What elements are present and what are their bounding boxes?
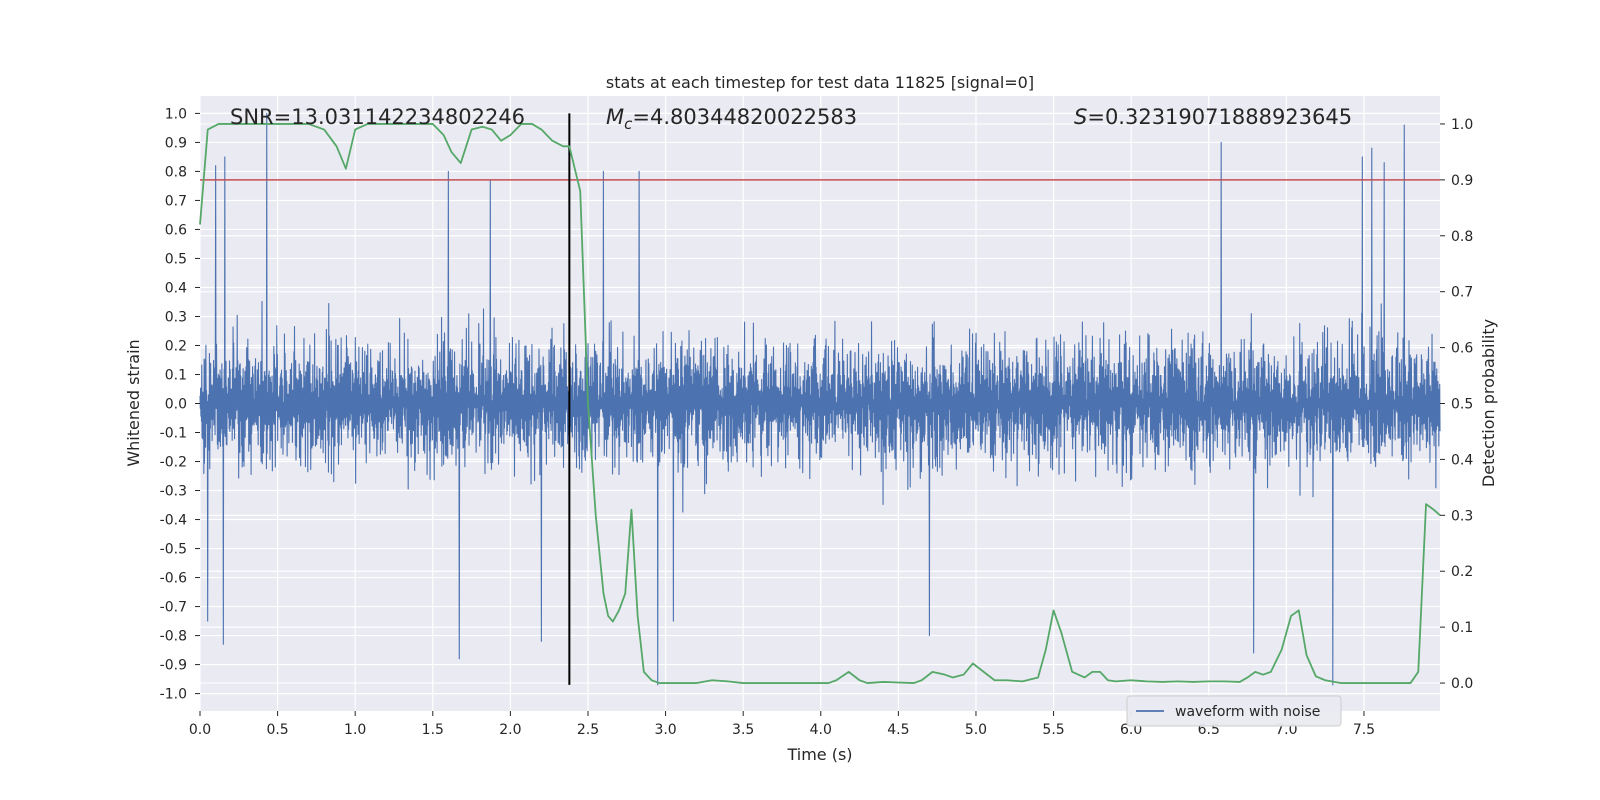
- x-tick-label: 7.5: [1353, 722, 1375, 738]
- y-right-tick-label: 1.0: [1451, 117, 1473, 133]
- y-right-tick-label: 0.7: [1451, 285, 1473, 301]
- x-tick-label: 5.0: [965, 722, 987, 738]
- x-tick-label: 1.0: [344, 722, 366, 738]
- y-right-tick-label: 0.1: [1451, 620, 1473, 636]
- y-left-tick-label: 1.0: [165, 106, 187, 122]
- axes: 0.0 0.5 1.0 1.5 2.0 2.5 3.0 3.5 4.0 4.5 5.0 5.5 6.0 6…: [160, 106, 1474, 738]
- legend-box: [1126, 695, 1342, 727]
- y-left-tick-label: -0.4: [160, 513, 187, 529]
- y-left-tick-label: -0.1: [160, 426, 187, 442]
- waveform-line: [199, 112, 1441, 686]
- y-left-tick-label: -0.7: [160, 600, 187, 616]
- y-left-tick-label: 0.9: [165, 135, 187, 151]
- y-right-tick-label: 0.2: [1451, 564, 1473, 580]
- x-tick-label: 3.0: [654, 722, 676, 738]
- y-right-tick-label: 0.5: [1451, 397, 1473, 413]
- y-left-tick-label: 0.5: [165, 251, 187, 267]
- y-right-tick-label: 0.0: [1451, 676, 1473, 692]
- chirp-mass-annotation: Mc=4.80344820022583: [606, 105, 857, 133]
- y-left-tick-label: 0.3: [165, 309, 187, 325]
- y-left-tick-label: 0.2: [165, 338, 187, 354]
- x-tick-label: 0.5: [266, 722, 288, 738]
- y-left-tick-label: -0.6: [160, 571, 187, 587]
- annotations: SNR=13.031142234802246 Mc=4.8034482002258…: [230, 105, 1352, 133]
- waveform-series: [199, 112, 1441, 686]
- legend: waveform with noise: [1126, 695, 1342, 727]
- chart-title: stats at each timestep for test data 118…: [606, 73, 1034, 92]
- y-right-tick-label: 0.9: [1451, 173, 1473, 189]
- y-left-tick-label: -1.0: [160, 687, 187, 703]
- y-left-tick-label: 0.7: [165, 193, 187, 209]
- y-left-tick-label: 0.6: [165, 222, 187, 238]
- x-tick-label: 2.5: [577, 722, 599, 738]
- x-axis-label: Time (s): [786, 745, 852, 764]
- y-left-tick-label: 0.1: [165, 367, 187, 383]
- score-annotation: S=0.32319071888923645: [1074, 105, 1352, 129]
- probability-line: [199, 123, 1441, 684]
- y-left-tick-label: -0.5: [160, 542, 187, 558]
- y-axis-label-left: Whitened strain: [124, 339, 143, 466]
- y-right-tick-label: 0.4: [1451, 452, 1473, 468]
- y-left-tick-label: -0.9: [160, 658, 187, 674]
- x-tick-label: 5.5: [1042, 722, 1064, 738]
- texts: stats at each timestep for test data 118…: [124, 73, 1498, 764]
- y-left-tick-label: -0.2: [160, 455, 187, 471]
- y-right-tick-label: 0.6: [1451, 341, 1473, 357]
- y-left-tick-label: -0.8: [160, 629, 187, 645]
- y-left-tick-label: 0.8: [165, 164, 187, 180]
- overlays: [200, 113, 1440, 685]
- x-tick-label: 3.5: [732, 722, 754, 738]
- x-tick-label: 4.0: [810, 722, 832, 738]
- y-axis-label-right: Detection probability: [1479, 319, 1498, 487]
- y-right-tick-label: 0.3: [1451, 508, 1473, 524]
- x-tick-label: 4.5: [887, 722, 909, 738]
- y-left-tick-label: -0.3: [160, 484, 187, 500]
- legend-label: waveform with noise: [1175, 704, 1320, 720]
- snr-annotation: SNR=13.031142234802246: [230, 105, 525, 129]
- y-right-tick-label: 0.8: [1451, 229, 1473, 245]
- x-tick-label: 2.0: [499, 722, 521, 738]
- y-left-tick-label: 0.0: [165, 397, 187, 413]
- x-tick-label: 0.0: [189, 722, 211, 738]
- y-left-tick-label: 0.4: [165, 280, 187, 296]
- x-tick-label: 1.5: [422, 722, 444, 738]
- probability-series: [199, 123, 1441, 684]
